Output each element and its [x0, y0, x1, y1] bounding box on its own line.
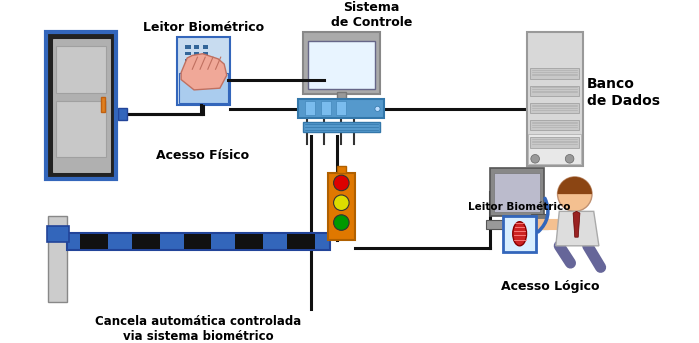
Text: Sistema
de Controle: Sistema de Controle — [331, 1, 412, 29]
Bar — [287, 234, 315, 249]
Bar — [194, 52, 199, 56]
Bar — [46, 32, 117, 179]
Bar — [203, 45, 208, 49]
Polygon shape — [181, 54, 226, 90]
Bar — [178, 73, 229, 103]
Bar — [185, 52, 191, 56]
Bar — [303, 32, 380, 94]
Bar — [530, 68, 579, 79]
Text: Leitor Biométrico: Leitor Biométrico — [468, 202, 571, 212]
Bar — [303, 122, 380, 132]
Bar — [185, 59, 191, 62]
Bar — [80, 234, 108, 249]
Bar — [194, 59, 199, 62]
Bar — [194, 45, 199, 49]
Bar — [530, 103, 579, 113]
Bar — [177, 37, 230, 105]
Circle shape — [333, 175, 349, 191]
Bar — [46, 32, 117, 179]
Bar — [185, 45, 191, 49]
Circle shape — [375, 106, 380, 111]
Ellipse shape — [513, 222, 526, 246]
Bar — [530, 137, 579, 147]
Bar — [184, 234, 211, 249]
Text: Leitor Biométrico: Leitor Biométrico — [143, 21, 264, 34]
Bar — [52, 39, 110, 172]
Bar — [503, 216, 536, 252]
Bar — [101, 97, 106, 112]
Bar — [185, 66, 191, 69]
Bar — [486, 220, 548, 228]
Bar — [530, 86, 579, 96]
Bar — [526, 32, 582, 166]
Bar — [203, 59, 208, 62]
Bar — [305, 101, 315, 115]
Bar — [530, 120, 579, 130]
Bar — [321, 101, 331, 115]
Bar — [236, 234, 263, 249]
Bar — [493, 174, 540, 212]
Bar — [132, 234, 159, 249]
Text: Banco
de Dados: Banco de Dados — [587, 78, 660, 108]
Wedge shape — [558, 177, 592, 194]
Bar — [47, 226, 69, 241]
Circle shape — [333, 195, 349, 211]
Bar — [56, 46, 106, 93]
Bar — [48, 216, 67, 302]
Circle shape — [531, 154, 540, 163]
Text: Acesso Lógico: Acesso Lógico — [501, 280, 600, 293]
Text: Acesso Físico: Acesso Físico — [156, 149, 250, 162]
Circle shape — [333, 215, 349, 230]
Bar — [298, 99, 384, 118]
Bar — [337, 93, 345, 101]
Bar — [531, 214, 547, 224]
Bar — [491, 168, 544, 216]
Bar — [67, 233, 330, 250]
Bar — [528, 134, 581, 164]
Text: Cancela automática controlada
via sistema biométrico: Cancela automática controlada via sistem… — [95, 315, 301, 343]
Polygon shape — [556, 211, 599, 246]
Circle shape — [565, 154, 574, 163]
Bar — [194, 66, 199, 69]
Bar — [203, 52, 208, 56]
Bar — [328, 173, 355, 240]
Bar — [308, 41, 375, 89]
Circle shape — [558, 177, 592, 211]
Polygon shape — [573, 211, 580, 237]
Bar — [203, 66, 208, 69]
Bar — [56, 101, 106, 157]
Bar — [337, 166, 345, 173]
Bar — [336, 101, 347, 115]
Bar — [118, 108, 127, 120]
